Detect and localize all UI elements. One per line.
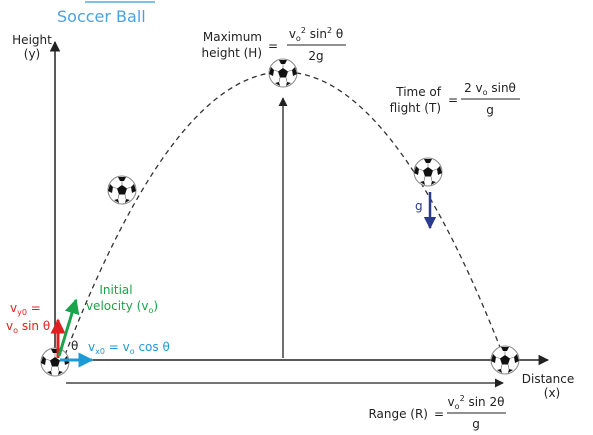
range-label: Range (R) [368,407,428,421]
x-axis-label: Distance [522,372,574,386]
max-height-label: Maximum [203,30,262,44]
title: Soccer Ball [57,7,146,26]
soccer-ball [490,345,520,375]
symbol: sin [306,27,327,41]
symbol: = v [105,340,130,354]
superscript: 2 [301,26,306,35]
trajectory [64,71,506,361]
max-height-numerator: vo2 sin2 θ [289,26,343,43]
equals: = [434,407,444,421]
symbol: cos θ [135,340,170,354]
equals: = [448,93,458,107]
symbol: v [448,395,455,409]
symbol: sin θ [18,319,50,333]
vx-label: vx0 = vo cos θ [88,340,170,356]
soccer-ball [107,175,137,205]
velocity-arrow [57,298,80,357]
x-axis-label: (x) [544,386,560,400]
subscript: y0 [17,308,27,317]
symbol: θ [332,27,343,41]
initial-velocity-label: velocity (vo) [86,299,158,315]
subscript: o [13,326,18,335]
equals: = [268,39,278,53]
subscript: o [483,88,488,97]
subscript: o [455,402,460,411]
superscript: 2 [327,26,332,35]
text: velocity (v [86,299,149,313]
y-axis-label: Height [12,33,52,47]
initial-velocity-label: Initial [99,283,132,297]
vy-label: vo sin θ [6,319,50,335]
symbol: 2 v [464,81,483,95]
y-axis-label: (y) [24,47,40,61]
gravity-label: g [415,199,423,213]
time-of-flight-label: Time of [395,85,442,99]
subscript: o [148,306,153,315]
superscript: 2 [460,394,465,403]
symbol: sinθ [488,81,516,95]
symbol: sin 2θ [465,395,505,409]
angle-label: θ [71,339,78,353]
time-of-flight-denominator: g [486,103,494,117]
time-of-flight-label: flight (T) [390,101,441,115]
soccer-ball [40,347,70,377]
subscript: o [296,34,301,43]
time-of-flight-numerator: 2 vo sinθ [464,81,516,97]
range-numerator: vo2 sin 2θ [448,394,505,411]
soccer-ball [413,157,443,187]
subscript: x0 [95,347,105,356]
symbol: v [6,319,13,333]
symbol: v [10,301,17,315]
max-height-denominator: 2g [308,49,323,63]
symbol: = [27,301,41,315]
soccer-ball [268,58,298,88]
symbol: v [289,27,296,41]
symbol: v [88,340,95,354]
vy-label: vy0 = [10,301,41,317]
subscript: o [130,347,135,356]
max-height-label: height (H) [202,46,262,60]
range-denominator: g [472,417,480,431]
text: ) [153,299,158,313]
